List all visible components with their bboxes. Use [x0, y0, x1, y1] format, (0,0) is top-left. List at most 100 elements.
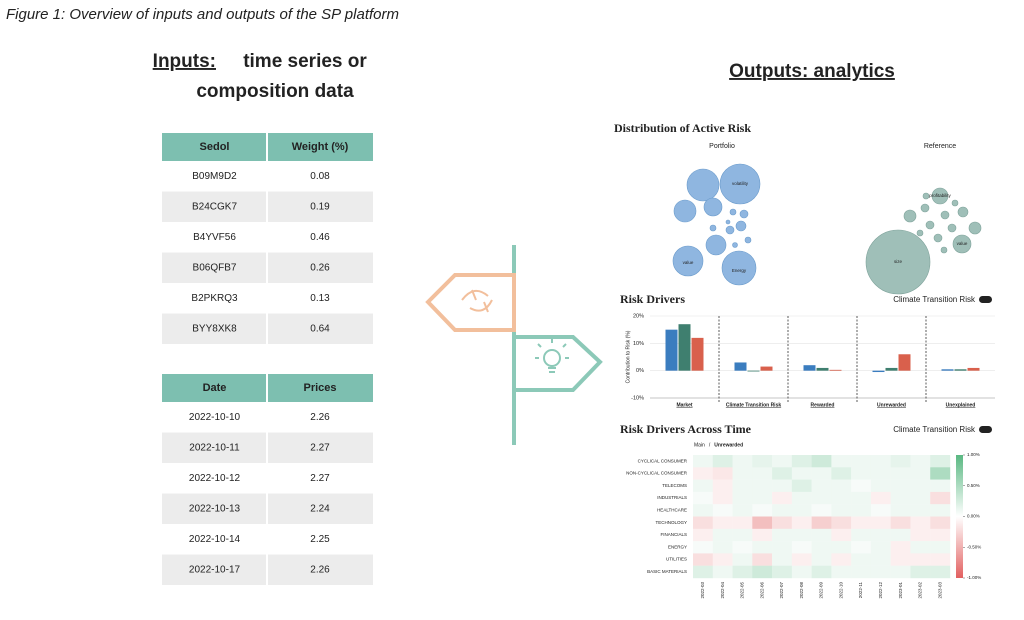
heat-cell	[910, 528, 931, 542]
heat-cell	[831, 491, 852, 505]
heat-cell	[910, 565, 931, 579]
heat-cell	[693, 516, 713, 529]
bar	[941, 369, 954, 371]
table-cell: 2022-10-10	[189, 412, 241, 423]
color-bar	[956, 455, 963, 578]
heat-cell	[870, 479, 891, 493]
heat-cell	[712, 516, 733, 529]
heat-cell	[811, 553, 832, 566]
column-label: 2022-08	[799, 582, 804, 599]
table-cell: 2022-10-17	[189, 564, 241, 575]
bubble-label: value	[683, 260, 694, 265]
header-cell: Weight (%)	[292, 141, 349, 153]
heat-cell	[693, 541, 713, 554]
heat-cell	[890, 491, 911, 505]
panel-title: Distribution of Active Risk	[614, 121, 751, 135]
heat-cell	[870, 565, 891, 579]
row-label: CYCLICAL CONSUMER	[638, 458, 688, 463]
table-cell: B09M9D2	[192, 171, 237, 182]
row-label: NON-CYCLICAL CONSUMER	[626, 471, 688, 476]
heat-cell	[752, 504, 773, 517]
x-tick-label: Unexplained	[946, 402, 976, 408]
heat-cell	[930, 541, 951, 554]
heat-cell	[851, 504, 872, 517]
heat-cell	[890, 553, 911, 566]
heat-cell	[930, 479, 951, 493]
heat-cell	[851, 528, 872, 542]
heat-cell	[791, 565, 812, 579]
heat-cell	[831, 565, 852, 579]
table-cell: 2022-10-11	[189, 442, 240, 453]
table-cell: 2.26	[310, 564, 330, 575]
bar	[691, 337, 704, 371]
heat-cell	[811, 516, 832, 529]
heat-cell	[930, 553, 951, 566]
bubble-label: value	[957, 241, 968, 246]
bar	[829, 369, 842, 371]
tab[interactable]: Unrewarded	[714, 442, 743, 448]
column-label: 2022-12	[878, 582, 883, 599]
y-tick-label: 0%	[636, 368, 644, 374]
caption: Figure 1: Overview of inputs and outputs…	[6, 6, 399, 23]
heat-cell	[851, 553, 872, 566]
x-tick-label: Unrewarded	[877, 402, 906, 408]
heat-cell	[870, 455, 891, 468]
heat-cell	[772, 491, 793, 505]
heat-cell	[752, 541, 773, 554]
heat-cell	[811, 528, 832, 542]
x-tick-label: Climate Transition Risk	[726, 402, 782, 408]
heat-cell	[870, 516, 891, 529]
heat-cell	[930, 455, 951, 468]
heat-cell	[890, 516, 911, 529]
bar	[885, 367, 898, 371]
heat-cell	[811, 541, 832, 554]
row-label: FINANCIALS	[660, 532, 687, 537]
heat-cell	[752, 491, 773, 505]
heat-cell	[910, 516, 931, 529]
table-cell: 0.08	[310, 171, 330, 182]
heat-cell	[772, 516, 793, 529]
heat-cell	[732, 541, 753, 554]
column-label: 2022-05	[740, 582, 745, 599]
heat-cell	[732, 491, 753, 505]
bubble-label: profitability	[929, 193, 951, 198]
row-label: TECHNOLOGY	[655, 520, 687, 525]
table-cell: BYY8XK8	[192, 323, 237, 334]
heat-cell	[890, 467, 911, 480]
heat-cell	[712, 565, 733, 579]
reference-bubbles	[865, 187, 982, 295]
heat-cell	[732, 504, 753, 517]
bar	[967, 367, 980, 371]
bar	[760, 366, 773, 371]
heat-cell	[831, 553, 852, 566]
y-tick-label: 10%	[633, 341, 644, 347]
heat-cell	[752, 516, 773, 529]
inputs-heading: time series or	[243, 51, 367, 72]
signpost	[425, 245, 603, 445]
tab[interactable]: Main	[694, 442, 705, 448]
heat-cell	[772, 541, 793, 554]
heat-cell	[910, 553, 931, 566]
heat-cell	[811, 467, 832, 480]
heat-cell	[791, 541, 812, 554]
heat-cell	[752, 479, 773, 493]
color-tick-label: 0.00%	[967, 514, 980, 519]
column-label: 2022-09	[819, 582, 824, 599]
inputs-heading: composition data	[196, 81, 354, 102]
column-label: 2023-02	[918, 582, 923, 599]
bubble-label: size	[894, 259, 902, 264]
heat-cell	[930, 528, 951, 542]
table-cell: 2022-10-12	[189, 473, 241, 484]
heat-cell	[851, 565, 872, 579]
x-tick-label: Rewarded	[811, 402, 835, 408]
heat-cell	[772, 528, 793, 542]
table-cell: 0.19	[310, 201, 330, 212]
row-label: INDUSTRIALS	[657, 495, 687, 500]
heat-cell	[890, 455, 911, 468]
heat-cell	[772, 504, 793, 517]
heat-cell	[851, 491, 872, 505]
table-cell: 0.64	[310, 323, 330, 334]
heat-cell	[791, 479, 812, 493]
y-tick-label: 20%	[633, 313, 644, 319]
heat-cell	[752, 467, 773, 480]
